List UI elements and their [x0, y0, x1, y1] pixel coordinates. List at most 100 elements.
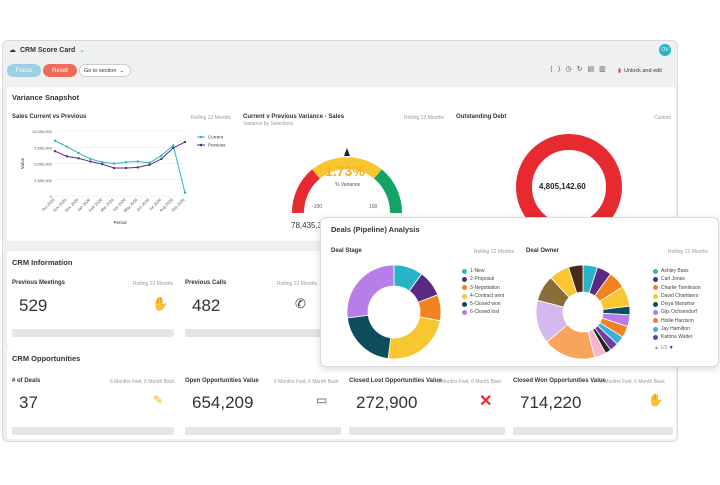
toolbar-icons: ⟨⟩◷↻▤▥: [550, 65, 611, 73]
data-point: [160, 154, 163, 157]
legend-dot: [653, 335, 658, 341]
variance-gauge: [291, 148, 403, 214]
variance-title: Variance Snapshot: [12, 93, 80, 102]
legend-item: David Chambers: [653, 292, 701, 300]
legend-dot: [462, 276, 467, 282]
legend-item: Ashley Bass: [653, 267, 701, 275]
legend-label: David Chambers: [661, 292, 699, 299]
unlock-label: Unlock and edit: [624, 67, 662, 74]
legend-item: Jay Hamilton: [653, 325, 701, 333]
reset-button[interactable]: Reset: [43, 64, 77, 77]
legend-item: 3-Negotiation: [462, 284, 504, 292]
goto-label: Go to section: [84, 67, 117, 74]
legend-label: 6-Closed lost: [470, 309, 500, 316]
calls-label: Previous Calls: [185, 280, 227, 286]
unlock-edit-button[interactable]: ▮ Unlock and edit: [618, 64, 676, 77]
data-point: [89, 157, 92, 161]
clock-icon[interactable]: ◷: [565, 66, 577, 73]
refresh-icon[interactable]: ↻: [576, 66, 588, 73]
app-title: CRM Score Card: [20, 46, 76, 54]
debt-title: Outstanding Debt: [456, 114, 507, 120]
legend-item: 1-New: [462, 267, 504, 275]
deal-owner-period: Rolling 12 Months: [668, 249, 709, 255]
legend-dot: [653, 276, 658, 282]
data-point: [53, 149, 57, 153]
legend-dot: [653, 293, 658, 299]
meetings-value: 529: [19, 296, 48, 315]
gauge-min: -100: [312, 204, 323, 210]
focus-button[interactable]: Focus: [7, 64, 41, 77]
chevron-down-icon[interactable]: ▼: [668, 345, 674, 351]
y-tick-label: 2,500,000: [34, 178, 53, 183]
gauge-yellow-segment: [312, 157, 382, 179]
legend-dot: [653, 326, 658, 332]
calls-bar: [185, 329, 325, 337]
data-point: [65, 155, 69, 158]
y-tick-label: 10,000,000: [32, 129, 53, 134]
open-opps-bar: [185, 427, 341, 435]
chevron-down-icon[interactable]: ⌄: [79, 47, 86, 54]
code-icon[interactable]: ⟨⟩: [550, 66, 566, 73]
deal-stage-title: Deal Stage: [331, 248, 362, 254]
legend-dot: [462, 285, 467, 291]
deal-owner-legend: Ashley Bass Carl Jones Charlie Tomlinson Da…: [653, 267, 701, 342]
top-bar: ☁ CRM Score Card ⌄ OV: [3, 41, 677, 59]
legend-item: Gijs Ochsendorf: [653, 308, 701, 316]
data-point: [183, 140, 187, 144]
notepad-icon: ✎: [153, 393, 164, 407]
data-point: [89, 160, 92, 163]
data-point: [53, 139, 57, 142]
legend-item: 6-Closed lost: [462, 308, 504, 316]
legend-dot: [653, 268, 658, 274]
data-point: [112, 166, 116, 170]
meetings-bar: [12, 329, 174, 337]
print-icon[interactable]: ▤: [587, 66, 600, 73]
legend-dot: [653, 318, 658, 324]
pipeline-card: Deals (Pipeline) Analysis Deal Stage Rol…: [320, 217, 719, 367]
sales-period: Rolling 12 Months: [191, 115, 232, 121]
legend-item: Charlie Tomlinson: [653, 284, 701, 292]
sales-chart-title: Sales Current vs Previous: [12, 114, 87, 120]
deal-stage-period: Rolling 12 Months: [474, 249, 515, 255]
legend-dot: [462, 310, 467, 316]
legend-marker: [199, 143, 203, 147]
gauge-needle: [344, 148, 350, 156]
deals-period: 6 Months Fwd, 6 Month Back: [110, 379, 175, 385]
legend-dot: [653, 310, 658, 316]
data-point: [183, 191, 187, 194]
handshake-icon: ✋: [152, 296, 169, 311]
data-point: [101, 162, 104, 166]
data-point: [112, 162, 116, 165]
bookmark-icon[interactable]: ▥: [599, 66, 611, 73]
data-point: [171, 146, 175, 150]
data-point: [77, 151, 80, 155]
won-opps-label: Closed Won Opportunities Value: [513, 378, 606, 384]
series-line: [54, 141, 186, 169]
legend-label: Katrina Walter: [661, 334, 693, 341]
chevron-up-icon[interactable]: ▲: [654, 345, 659, 351]
y-tick-label: 7,500,000: [34, 145, 53, 150]
debt-period: Custom: [654, 115, 672, 121]
legend-label: Hollie Harrison: [661, 317, 694, 324]
variance-total: 78,435,3: [291, 221, 323, 230]
goto-section-dropdown[interactable]: Go to section ⌄: [79, 64, 131, 77]
variance-chart-title: Current v Previous Variance - Sales: [243, 114, 345, 120]
donut-slice: [346, 314, 392, 360]
legend-paging[interactable]: ▲ 1/3 ▼: [654, 345, 674, 351]
data-point: [124, 166, 128, 170]
legend-item: Katrina Walter: [653, 333, 701, 341]
legend-item: Carl Jones: [653, 275, 701, 283]
deals-label: # of Deals: [12, 378, 41, 384]
phone-icon: ✆: [295, 296, 306, 311]
legend-label: Carl Jones: [661, 276, 685, 283]
avatar[interactable]: OV: [659, 44, 671, 56]
calls-value: 482: [192, 296, 221, 315]
legend-label: Ashley Bass: [661, 268, 689, 274]
deal-stage-legend: 1-New 2-Proposal 3-Negotiation 4-Contract s…: [462, 267, 504, 317]
gauge-green-segment: [373, 169, 403, 214]
open-opps-label: Open Opportunities Value: [185, 378, 259, 384]
lost-opps-label: Closed Lost Opportunities Value: [349, 378, 442, 384]
data-point: [148, 161, 151, 165]
gauge-red-segment: [291, 169, 321, 214]
meetings-period: Rolling 12 Months: [133, 281, 174, 287]
